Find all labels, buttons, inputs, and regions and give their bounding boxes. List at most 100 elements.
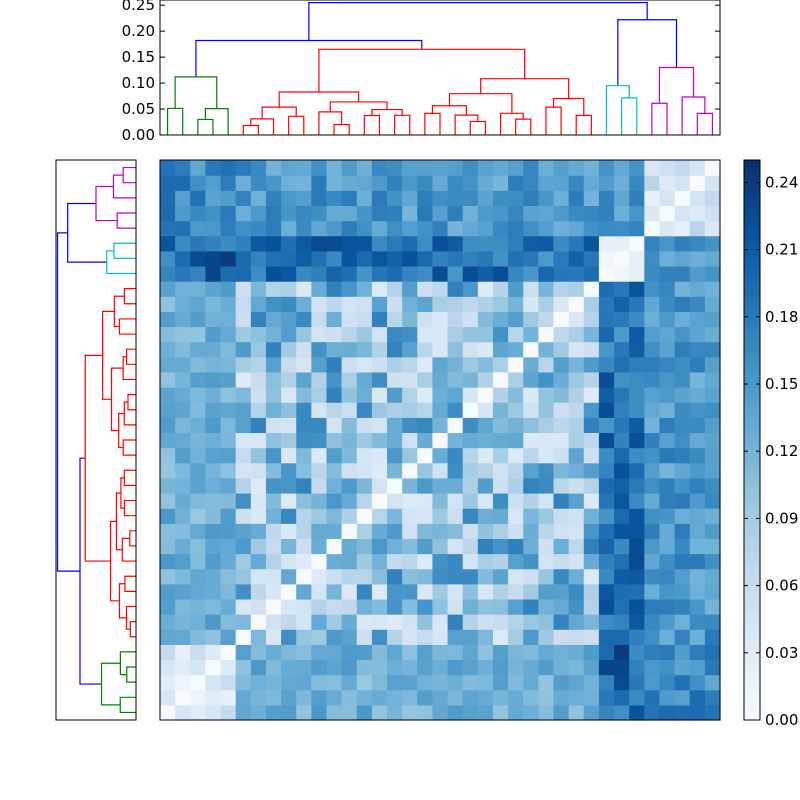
heatmap-cell xyxy=(417,205,434,222)
heatmap-cell xyxy=(477,704,494,721)
heatmap-cell xyxy=(311,674,328,691)
heatmap-cell xyxy=(644,477,661,494)
heatmap-cell xyxy=(523,417,539,434)
heatmap-cell xyxy=(432,160,449,176)
heatmap-cell xyxy=(704,402,721,418)
heatmap-cell xyxy=(190,614,207,630)
heatmap-cell xyxy=(704,356,721,373)
heatmap-cell xyxy=(250,175,267,191)
heatmap-cell xyxy=(659,598,676,615)
heatmap-cell xyxy=(175,583,191,600)
heatmap-cell xyxy=(659,250,676,267)
heatmap-cell xyxy=(598,175,615,191)
heatmap-cell xyxy=(432,689,449,706)
heatmap-cell xyxy=(447,492,464,509)
heatmap-cell xyxy=(402,190,418,207)
heatmap-cell xyxy=(250,281,267,297)
heatmap-cell xyxy=(432,432,449,449)
heatmap-cell xyxy=(508,160,524,176)
heatmap-cell xyxy=(417,281,434,297)
heatmap-cell xyxy=(508,644,524,661)
colorbar-segment xyxy=(744,398,760,404)
heatmap-cell xyxy=(311,205,328,222)
heatmap-cell xyxy=(629,311,645,328)
heatmap-cell xyxy=(598,387,615,403)
heatmap-cell xyxy=(492,432,509,449)
heatmap-cell xyxy=(492,538,509,555)
dendrogram-link xyxy=(545,106,562,135)
heatmap-cell xyxy=(704,492,721,509)
heatmap-cell xyxy=(296,659,312,676)
heatmap-cell xyxy=(190,523,207,539)
colorbar-segment xyxy=(744,407,760,413)
heatmap-cell xyxy=(402,160,418,176)
heatmap-cell xyxy=(477,568,494,585)
heatmap-cell xyxy=(704,265,721,282)
heatmap-cell xyxy=(190,281,207,297)
heatmap-cell xyxy=(568,417,585,434)
heatmap-cell xyxy=(160,341,176,358)
heatmap-cell xyxy=(417,508,434,524)
heatmap-cell xyxy=(356,417,373,434)
heatmap-cell xyxy=(281,614,297,630)
dendrogram-link xyxy=(129,621,136,638)
heatmap-cell xyxy=(598,568,615,585)
heatmap-cell xyxy=(432,477,449,494)
heatmap-cell xyxy=(689,538,706,555)
heatmap-cell xyxy=(583,235,600,252)
heatmap-cell xyxy=(296,598,312,615)
dendrogram-link xyxy=(288,115,305,135)
heatmap-cell xyxy=(689,417,706,434)
colorbar-segment xyxy=(744,337,760,343)
colorbar-segment xyxy=(744,552,760,558)
heatmap-cell xyxy=(659,644,676,661)
heatmap-cell xyxy=(689,205,706,222)
heatmap-cell xyxy=(387,311,403,328)
heatmap-cell xyxy=(568,704,585,721)
heatmap-cell xyxy=(614,477,630,494)
heatmap-cell xyxy=(568,326,585,343)
heatmap-cell xyxy=(371,644,388,661)
heatmap-cell xyxy=(160,644,176,661)
heatmap-cell xyxy=(341,674,358,691)
heatmap-cell xyxy=(190,220,207,237)
heatmap-cell xyxy=(568,598,585,615)
heatmap-cell xyxy=(629,447,645,464)
heatmap-cell xyxy=(235,160,252,176)
colorbar-segment xyxy=(744,645,760,651)
heatmap-cell xyxy=(553,402,570,418)
heatmap-cell xyxy=(371,508,388,524)
colorbar-segment xyxy=(744,370,760,376)
heatmap-cell xyxy=(250,417,267,434)
heatmap-cell xyxy=(508,508,524,524)
heatmap-cell xyxy=(462,402,479,418)
colorbar-segment xyxy=(744,463,760,469)
heatmap-cell xyxy=(205,659,222,676)
heatmap-cell xyxy=(356,477,373,494)
heatmap-cell xyxy=(402,477,418,494)
heatmap-cell xyxy=(598,659,615,676)
colorbar-segment xyxy=(744,304,760,310)
heatmap-cell xyxy=(598,508,615,524)
heatmap-cell xyxy=(583,281,600,297)
colorbar-segment xyxy=(744,328,760,334)
heatmap-cell xyxy=(417,175,434,191)
heatmap-cell xyxy=(175,281,191,297)
heatmap-cell xyxy=(160,190,176,207)
heatmap-matrix xyxy=(159,159,721,721)
heatmap-cell xyxy=(160,508,176,524)
heatmap-cell xyxy=(281,205,297,222)
heatmap-cell xyxy=(432,583,449,600)
heatmap-cell xyxy=(704,523,721,539)
heatmap-cell xyxy=(235,659,252,676)
heatmap-cell xyxy=(674,523,691,539)
heatmap-cell xyxy=(538,674,555,691)
heatmap-cell xyxy=(387,175,403,191)
heatmap-cell xyxy=(477,689,494,706)
heatmap-cell xyxy=(629,281,645,297)
heatmap-cell xyxy=(160,447,176,464)
heatmap-cell xyxy=(583,220,600,237)
heatmap-cell xyxy=(175,523,191,539)
heatmap-cell xyxy=(296,387,312,403)
heatmap-cell xyxy=(689,523,706,539)
